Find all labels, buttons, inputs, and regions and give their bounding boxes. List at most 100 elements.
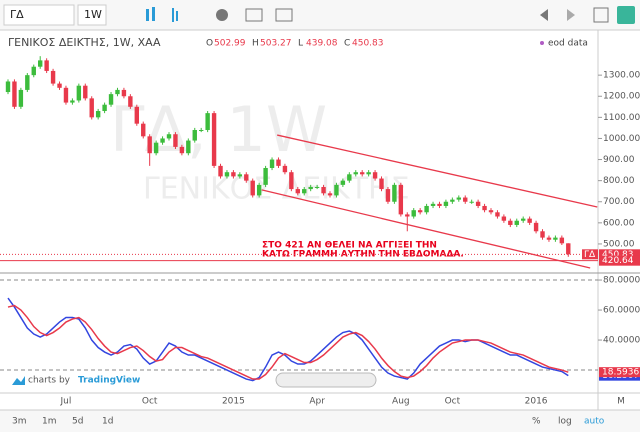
annotation: ΣΤΟ 421 ΑΝ ΘΕΛΕΙ ΝΑ ΑΓΓΙΞΕΙ ΤΗΝ — [262, 241, 437, 251]
candle-body — [488, 210, 494, 213]
candle-body — [546, 237, 552, 240]
candle-body — [276, 159, 281, 166]
x-tick-label: 2016 — [525, 397, 548, 407]
candle-body — [50, 70, 56, 84]
candle-body — [411, 210, 416, 217]
candle-body — [463, 197, 468, 202]
y-tick-label: 1000.00 — [603, 134, 640, 144]
source-dot — [540, 41, 544, 45]
candle-body — [527, 218, 532, 223]
candle-body — [372, 172, 378, 179]
branding-box — [8, 372, 90, 386]
symbol-input[interactable] — [3, 4, 75, 26]
candle-body — [566, 243, 571, 255]
y-tick-label: 900.00 — [603, 155, 635, 165]
candle-body — [44, 60, 49, 71]
legend-title: ΓΕΝΙΚΟΣ ΔΕΙΚΤΗΣ, 1W, XAA — [8, 36, 161, 49]
range-button[interactable]: 1d — [102, 417, 113, 427]
candle-body — [521, 218, 526, 221]
candle-body — [153, 142, 159, 154]
candle-body — [495, 212, 500, 217]
y-tick-label: 700.00 — [603, 197, 635, 207]
x-tick-label: Oct — [142, 397, 158, 407]
candle-body — [76, 85, 82, 101]
candle-body — [134, 106, 139, 124]
candle-body — [231, 172, 236, 177]
ohlc-key: L — [298, 39, 303, 49]
interval: 1W — [84, 8, 102, 21]
toolbar-icons[interactable] — [146, 6, 635, 24]
candle-body — [360, 172, 365, 175]
candle-body — [166, 134, 172, 139]
zoom-controls[interactable] — [275, 372, 377, 388]
price-name-box — [582, 249, 598, 260]
range-button[interactable]: 1m — [42, 417, 57, 427]
candle-body — [308, 186, 313, 190]
interval-button[interactable] — [77, 4, 107, 26]
candle-body — [12, 81, 17, 107]
candle-body — [514, 220, 519, 225]
ohlc-key: H — [252, 39, 259, 49]
candle-body — [501, 216, 507, 221]
candle-body — [63, 87, 69, 103]
trendline — [277, 134, 598, 208]
candle-body — [405, 214, 410, 217]
trendline — [261, 189, 591, 269]
range-button[interactable]: 3m — [12, 417, 27, 427]
symbol: ΓΔ — [10, 8, 24, 21]
candle-body — [263, 167, 268, 185]
price-name: ΓΔ — [584, 250, 596, 260]
candle-body — [5, 81, 11, 93]
x-tick-label: Jul — [60, 397, 72, 407]
candle-body — [437, 203, 442, 206]
candle-body — [102, 104, 107, 112]
stoch-line — [7, 297, 569, 382]
y-tick-label: 1100.00 — [603, 113, 640, 123]
candle-body — [334, 184, 339, 196]
candle-body — [353, 172, 358, 175]
candle-body — [256, 184, 262, 196]
ohlc-value: 502.99 — [214, 39, 246, 49]
candle-body — [379, 178, 384, 190]
candle-body — [321, 186, 326, 194]
x-tick-label: M — [617, 397, 625, 407]
candle-body — [141, 123, 146, 137]
ohlc-key: O — [206, 39, 213, 49]
y-tick-label: 40.0000 — [603, 336, 640, 346]
value-label-box — [599, 367, 640, 378]
x-tick-label: Aug — [392, 397, 410, 407]
branding-prefix: charts by — [28, 376, 71, 386]
candle-body — [244, 174, 249, 181]
y-tick-label: 500.00 — [603, 239, 635, 249]
candle-body — [282, 165, 288, 173]
candle-body — [553, 237, 558, 240]
candle-body — [327, 193, 333, 196]
candle-body — [38, 60, 43, 67]
candle-body — [89, 98, 94, 118]
candle-body — [366, 172, 371, 175]
candle-body — [128, 96, 133, 107]
scale-button[interactable]: auto — [584, 417, 605, 427]
candle-body — [289, 172, 294, 190]
candle-body — [160, 138, 165, 143]
data-source: eod data — [548, 39, 588, 49]
toolbar — [0, 0, 640, 30]
scale-button[interactable]: % — [532, 417, 541, 427]
range-button[interactable]: 5d — [72, 417, 83, 427]
bottom-bar — [0, 410, 640, 432]
candle-body — [469, 201, 474, 203]
watermark-symbol: ΓΔ, 1W — [110, 93, 327, 166]
branding-logo — [12, 376, 25, 385]
candle-body — [250, 180, 255, 196]
stoch-line — [7, 304, 569, 380]
value-label: 18.5936 — [602, 368, 639, 378]
scale-button[interactable]: log — [558, 417, 572, 427]
y-tick-label: 1200.00 — [603, 92, 640, 102]
candle-body — [199, 130, 204, 132]
price-label-box — [599, 249, 640, 260]
annotation: ΚΑΤΩ ΓΡΑΜΜΗ ΑΥΤΗΝ ΤΗΝ ΕΒΔΟΜΑΔΑ. — [262, 250, 464, 260]
candle-body — [540, 231, 545, 238]
x-tick-label: 2015 — [222, 397, 245, 407]
ohlc-value: 450.83 — [352, 39, 384, 49]
